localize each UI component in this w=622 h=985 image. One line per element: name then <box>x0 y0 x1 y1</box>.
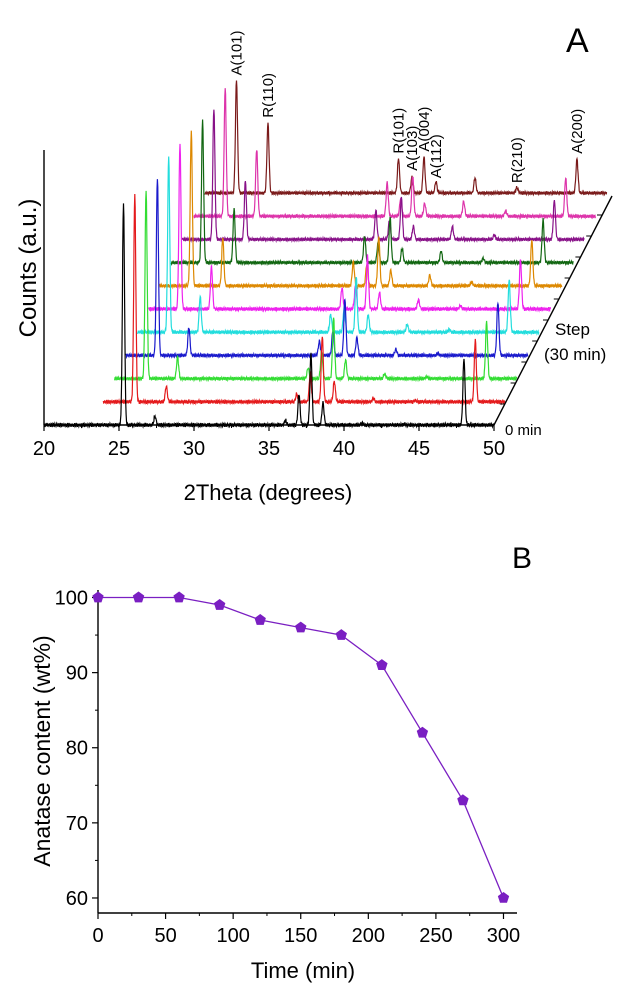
anatase-data-point <box>213 599 226 610</box>
xrd-x-axis-title: 2Theta (degrees) <box>184 480 353 505</box>
anatase-y-tick-label: 60 <box>66 888 88 910</box>
anatase-series-points <box>92 591 510 903</box>
stack-axis-label-minutes: (30 min) <box>544 345 606 364</box>
anatase-line <box>98 596 505 899</box>
xrd-peak-labels: A(101) R(110) R(101)A(103)A(004)A(112) R(21… <box>229 30 587 183</box>
xrd-series-1 <box>102 193 506 406</box>
anatase-data-point <box>376 659 388 670</box>
peak-label: A(004) <box>416 107 433 152</box>
xrd-series-10 <box>204 80 608 197</box>
xrd-stack-axis <box>493 195 613 426</box>
xrd-series-2 <box>114 190 518 383</box>
anatase-y-tick-label: 70 <box>66 813 88 835</box>
anatase-data-point <box>295 621 307 633</box>
xrd-x-tick-label: 20 <box>33 438 55 460</box>
anatase-x-tick-label: 50 <box>154 925 176 947</box>
xrd-x-tick-label: 50 <box>483 438 505 460</box>
anatase-x-tick-label: 100 <box>216 925 249 947</box>
anatase-axes <box>92 590 517 919</box>
anatase-panel: B 0 50 100 150 200 250 300 60 70 80 90 100 Time (m… <box>29 542 532 983</box>
xrd-series-5 <box>148 143 552 313</box>
anatase-y-tick-label: 80 <box>66 738 88 760</box>
peak-label: A(101) <box>229 30 246 75</box>
xrd-x-tick-label: 35 <box>258 438 280 460</box>
anatase-data-point <box>497 892 510 903</box>
anatase-y-tick-label: 100 <box>55 588 88 610</box>
anatase-data-point <box>92 591 104 603</box>
xrd-x-tick-label: 40 <box>333 438 355 460</box>
xrd-x-tick-labels: 20 25 30 35 40 45 50 <box>33 438 505 460</box>
xrd-series-0 <box>43 203 495 429</box>
xrd-series-4 <box>136 156 540 337</box>
anatase-x-tick-label: 0 <box>92 925 103 947</box>
xrd-series-3 <box>125 179 529 360</box>
anatase-x-axis-title: Time (min) <box>251 958 355 983</box>
xrd-panel: A 20 25 30 35 40 45 50 A(101) R(110) R(101)A(103… <box>15 22 613 505</box>
xrd-series-7 <box>170 119 574 267</box>
peak-label: A(112) <box>428 134 445 178</box>
peak-label: R(110) <box>260 73 277 118</box>
peak-label: A(200) <box>569 109 586 154</box>
anatase-series-line <box>98 596 505 899</box>
peak-label: R(101) <box>391 108 408 154</box>
xrd-series-9 <box>193 88 597 221</box>
anatase-y-axis-title: Anatase content (wt%) <box>29 635 55 866</box>
anatase-data-point <box>173 591 185 603</box>
anatase-data-point <box>254 614 266 625</box>
peak-label: R(210) <box>509 137 526 183</box>
anatase-y-tick-labels: 60 70 80 90 100 <box>55 588 88 910</box>
panel-a-label: A <box>566 22 589 60</box>
xrd-series-8 <box>181 109 585 244</box>
xrd-x-tick-label: 25 <box>108 438 130 460</box>
anatase-data-point <box>132 591 145 603</box>
anatase-x-tick-labels: 0 50 100 150 200 250 300 <box>92 925 520 947</box>
xrd-x-tick-label: 45 <box>408 438 430 460</box>
peak-label: A(103) <box>404 126 421 171</box>
xrd-series-group <box>43 80 608 429</box>
stack-axis-label-step: Step <box>555 320 590 339</box>
xrd-axes <box>43 150 613 431</box>
anatase-x-tick-label: 300 <box>487 925 520 947</box>
anatase-data-point <box>335 629 347 640</box>
panel-b-label: B <box>512 542 532 575</box>
xrd-x-tick-label: 30 <box>183 438 205 460</box>
stack-start-label: 0 min <box>505 422 542 439</box>
anatase-x-tick-label: 250 <box>419 925 452 947</box>
anatase-data-point <box>457 794 469 806</box>
xrd-series-6 <box>159 130 563 290</box>
anatase-x-tick-label: 200 <box>352 925 385 947</box>
anatase-data-point <box>416 726 429 738</box>
anatase-x-tick-label: 150 <box>284 925 317 947</box>
xrd-y-axis-title: Counts (a.u.) <box>15 199 42 338</box>
anatase-y-tick-label: 90 <box>66 663 88 685</box>
